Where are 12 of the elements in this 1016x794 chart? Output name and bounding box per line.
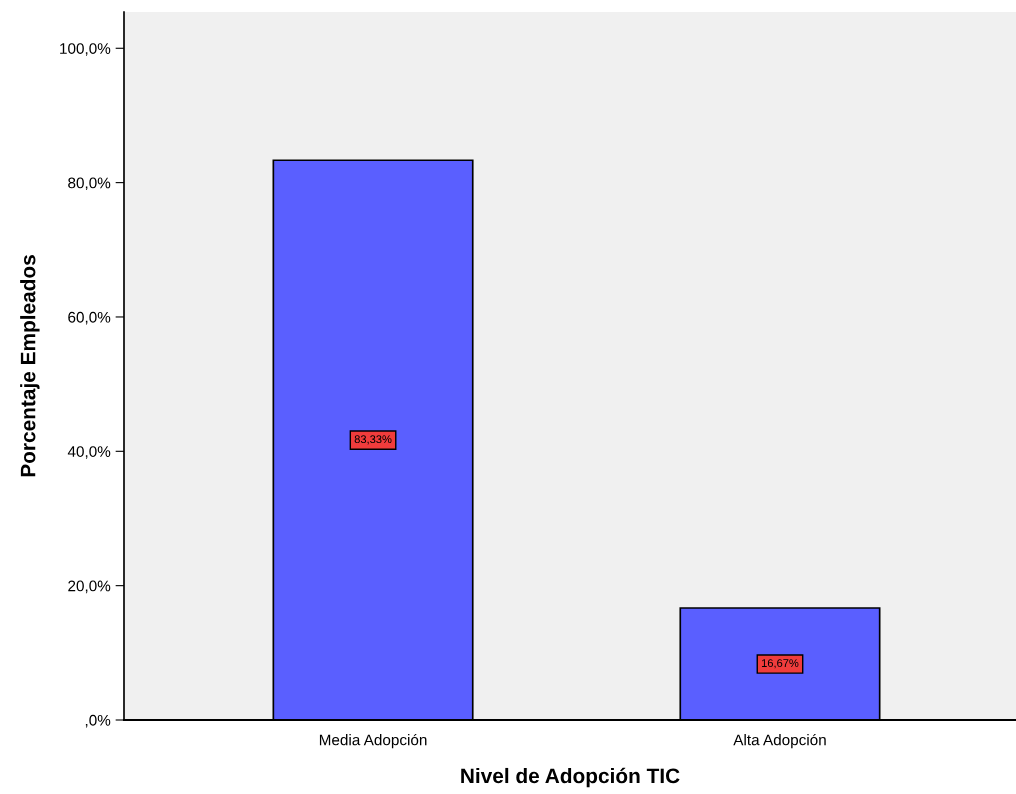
x-tick-label: Media Adopción bbox=[319, 733, 427, 749]
y-tick-label: 80,0% bbox=[68, 177, 111, 191]
y-tick-label: 100,0% bbox=[60, 43, 111, 56]
y-axis-title: Porcentaje Empleados bbox=[20, 255, 40, 477]
x-axis-title: Nivel de Adopción TIC bbox=[461, 767, 680, 788]
data-label: 83,33% bbox=[354, 435, 392, 445]
y-tick-label: 40,0% bbox=[67, 446, 111, 459]
y-tick-label: ,0% bbox=[85, 714, 111, 728]
y-tick-label: 20,0% bbox=[68, 580, 111, 594]
y-tick-label: 60,0% bbox=[68, 311, 111, 325]
x-tick-label: Alta Adopción bbox=[733, 733, 826, 749]
data-label: 16,67% bbox=[761, 659, 799, 669]
